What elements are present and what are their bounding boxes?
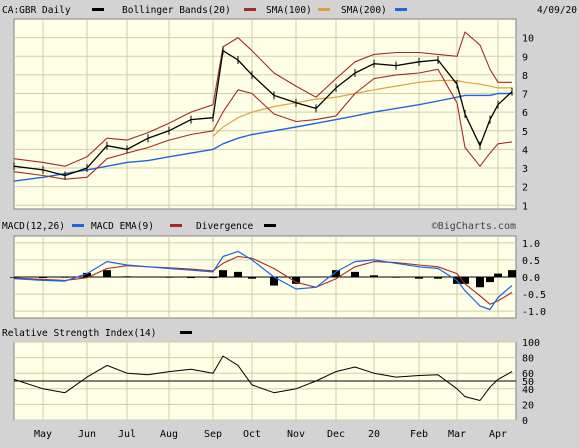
macd-y-tick-label: -1.0 bbox=[522, 307, 546, 318]
macd-y-tick-label: -0.5 bbox=[522, 290, 546, 301]
macd-y-tick-label: 0.5 bbox=[522, 256, 540, 267]
rsi-y-tick-label: 80 bbox=[522, 354, 534, 365]
divergence-bar bbox=[209, 277, 217, 279]
sma100-swatch bbox=[318, 8, 330, 11]
date-label: 4/09/20 bbox=[537, 5, 577, 16]
divergence-bar bbox=[351, 271, 359, 277]
macd-line bbox=[13, 250, 513, 311]
price-y-tick-label: 10 bbox=[522, 34, 534, 45]
divergence-bar bbox=[508, 270, 516, 277]
macd-swatch bbox=[72, 224, 84, 227]
price-y-tick-label: 3 bbox=[522, 164, 528, 175]
rsi-y-tick-label: 0 bbox=[522, 416, 528, 427]
x-tick-label: Nov bbox=[287, 429, 305, 440]
divergence-bar bbox=[123, 276, 131, 277]
x-tick-label: Oct bbox=[243, 429, 261, 440]
bollinger-label: Bollinger Bands(20) bbox=[122, 5, 231, 16]
bollinger-upper-line bbox=[13, 31, 512, 167]
price-swatch bbox=[92, 8, 104, 11]
divergence-bar bbox=[234, 271, 242, 277]
price-y-tick-label: 8 bbox=[522, 71, 528, 82]
sma200-line bbox=[13, 92, 512, 182]
divergence-bar bbox=[248, 277, 256, 279]
divergence-bar bbox=[415, 277, 423, 279]
x-tick-label: Feb bbox=[410, 429, 428, 440]
macd-ema-line bbox=[13, 255, 513, 305]
divergence-bar bbox=[292, 277, 300, 284]
price-y-tick-label: 2 bbox=[522, 183, 528, 194]
divergence-bar bbox=[219, 270, 227, 277]
rsi-swatch bbox=[180, 331, 192, 334]
price-y-tick-label: 5 bbox=[522, 127, 528, 138]
sma100-label: SMA(100) bbox=[266, 5, 312, 16]
divergence-bar bbox=[392, 277, 400, 278]
divergence-swatch bbox=[264, 224, 276, 227]
rsi-label: Relative Strength Index(14) bbox=[2, 328, 156, 339]
divergence-bar bbox=[370, 275, 378, 277]
macd-y-tick-label: 1.0 bbox=[522, 239, 540, 250]
macd-label: MACD(12,26) bbox=[2, 221, 65, 232]
x-tick-label: Apr bbox=[489, 429, 507, 440]
rsi-y-tick-label: 40 bbox=[522, 385, 534, 396]
macd-ema-label: MACD EMA(9) bbox=[91, 221, 154, 232]
divergence-bar bbox=[103, 270, 111, 277]
bollinger-lower-line bbox=[13, 68, 513, 180]
divergence-bar bbox=[270, 277, 278, 286]
x-tick-label: May bbox=[34, 429, 52, 440]
rsi-y-tick-label: 60 bbox=[522, 369, 534, 380]
series-layer bbox=[10, 31, 516, 401]
price-y-tick-label: 1 bbox=[522, 201, 528, 212]
macd-y-tick-label: 0.0 bbox=[522, 273, 540, 284]
macd-ema-swatch bbox=[170, 224, 182, 227]
price-y-tick-label: 9 bbox=[522, 52, 528, 63]
divergence-bar bbox=[39, 277, 47, 279]
x-tick-label: Mar bbox=[448, 429, 466, 440]
divergence-bar bbox=[486, 277, 494, 283]
x-tick-label: 20 bbox=[368, 429, 380, 440]
divergence-bar bbox=[83, 272, 91, 277]
price-y-tick-label: 6 bbox=[522, 108, 528, 119]
bollinger-swatch bbox=[244, 8, 256, 11]
divergence-bar bbox=[61, 277, 69, 278]
divergence-bar bbox=[476, 277, 484, 288]
price-y-tick-label: 7 bbox=[522, 90, 528, 101]
symbol-label: CA:GBR Daily bbox=[2, 5, 71, 16]
price-y-tick-label: 4 bbox=[522, 145, 528, 156]
divergence-bar bbox=[434, 277, 442, 279]
x-tick-label: Aug bbox=[160, 429, 178, 440]
rsi-y-tick-label: 20 bbox=[522, 400, 534, 411]
x-tick-label: Dec bbox=[327, 429, 345, 440]
price-panel bbox=[13, 18, 517, 210]
sma200-swatch bbox=[395, 8, 407, 11]
divergence-bar bbox=[461, 277, 469, 284]
divergence-label: Divergence bbox=[196, 221, 253, 232]
rsi-y-tick-label: 50 bbox=[522, 377, 534, 388]
price-line bbox=[13, 50, 513, 177]
divergence-bar bbox=[165, 277, 173, 278]
rsi-line bbox=[13, 355, 513, 401]
divergence-bar bbox=[332, 270, 340, 277]
x-tick-label: Sep bbox=[204, 429, 222, 440]
divergence-bar bbox=[10, 277, 18, 278]
divergence-bar bbox=[494, 273, 502, 277]
tick-layer: May Jun Jul Aug Sep Oct Nov Dec 20 Feb Mar Apr 1 2 3 4 5… bbox=[34, 34, 546, 440]
rsi-y-tick-label: 100 bbox=[522, 338, 540, 349]
sma200-label: SMA(200) bbox=[341, 5, 387, 16]
sma100-line bbox=[212, 79, 512, 137]
x-tick-label: Jun bbox=[78, 429, 96, 440]
x-tick-label: Jul bbox=[118, 429, 136, 440]
divergence-bar bbox=[187, 277, 195, 279]
brand-label: ©BigCharts.com bbox=[432, 221, 516, 232]
